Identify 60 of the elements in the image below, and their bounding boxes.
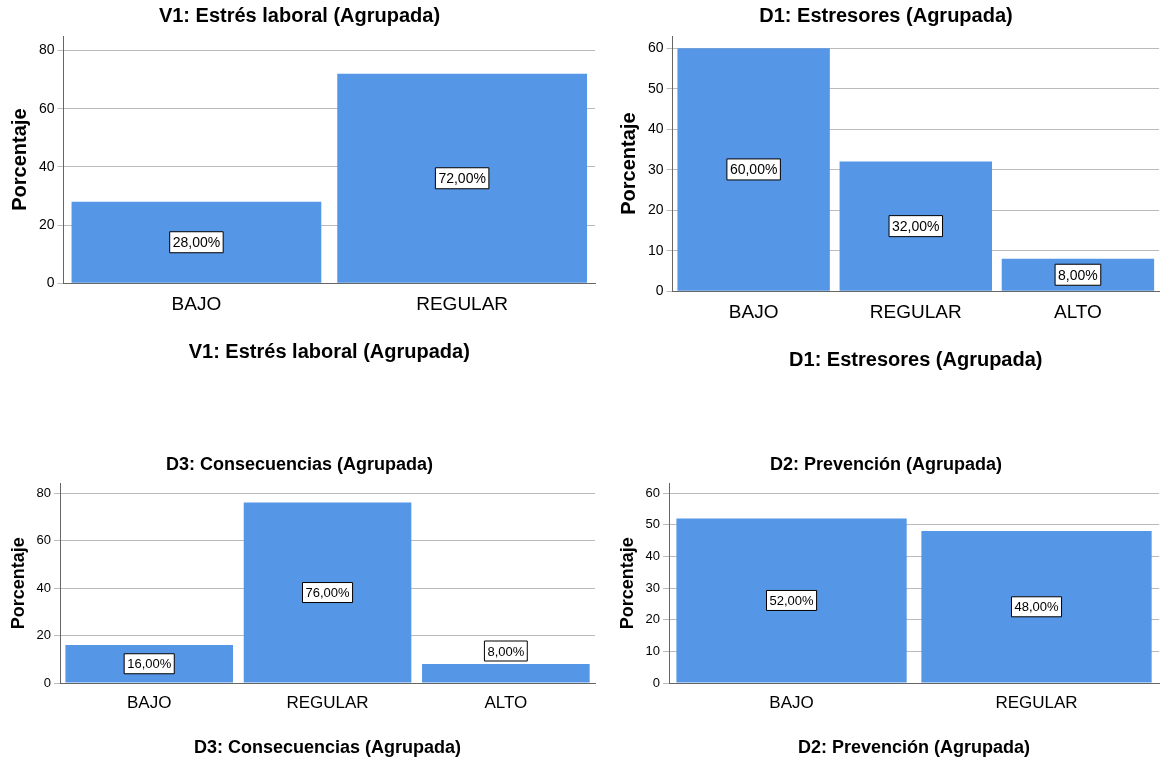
y-tick-label: 30 [647, 160, 664, 177]
x-axis-title: V1: Estrés laboral (Agrupada) [188, 339, 470, 362]
x-tick-label: BAJO [127, 692, 172, 712]
y-axis-title: Porcentaje [7, 537, 28, 630]
y-tick-label: 20 [36, 627, 52, 643]
y-tick-label: 10 [647, 241, 664, 258]
y-tick-label: 20 [645, 611, 661, 627]
data-label: 52,00% [769, 593, 815, 609]
x-tick-label: BAJO [769, 692, 814, 712]
data-label: 48,00% [1014, 599, 1059, 615]
bar [839, 161, 992, 291]
data-label: 76,00% [305, 585, 351, 601]
x-tick-label: ALTO [1053, 300, 1102, 322]
y-tick-label: 0 [46, 274, 55, 291]
y-tick-label: 20 [38, 215, 55, 232]
y-axis-title: Porcentaje [7, 108, 30, 211]
bar [677, 48, 830, 291]
data-label: 60,00% [729, 161, 778, 178]
x-tick-label: ALTO [484, 692, 528, 712]
data-label: 8,00% [487, 643, 525, 659]
y-tick-label: 50 [645, 516, 661, 532]
y-tick-label: 40 [36, 579, 52, 595]
y-axis-title: Porcentaje [616, 112, 639, 215]
y-tick-label: 60 [38, 99, 55, 116]
y-tick-label: 60 [647, 39, 664, 56]
y-tick-label: 60 [36, 532, 52, 548]
data-label: 8,00% [1058, 266, 1098, 283]
x-tick-label: REGULAR [416, 292, 509, 314]
y-tick-label: 80 [36, 484, 52, 500]
data-label: 16,00% [127, 656, 172, 672]
y-tick-label: 0 [43, 674, 52, 690]
data-label: 32,00% [892, 218, 940, 234]
bar [422, 664, 590, 683]
y-tick-label: 20 [647, 201, 664, 218]
y-tick-label: 30 [645, 579, 661, 595]
data-label: 72,00% [438, 170, 486, 187]
x-tick-label: REGULAR [995, 692, 1078, 712]
y-tick-label: 40 [647, 120, 664, 137]
y-tick-label: 60 [645, 484, 661, 500]
chart-title: D3: Consecuencias (Agrupada) [165, 453, 434, 474]
chart-title: D1: Estresores (Agrupada) [759, 3, 1013, 26]
x-axis-title: D1: Estresores (Agrupada) [789, 347, 1043, 370]
x-tick-label: REGULAR [869, 300, 962, 322]
y-axis-title: Porcentaje [616, 537, 637, 630]
y-tick-label: 50 [647, 79, 664, 96]
bar [243, 502, 412, 683]
y-tick-label: 10 [645, 642, 661, 658]
chart-title: V1: Estrés laboral (Agrupada) [158, 3, 441, 26]
chart-title: D2: Prevención (Agrupada) [769, 453, 1003, 474]
x-tick-label: REGULAR [286, 692, 369, 712]
x-tick-label: BAJO [728, 300, 779, 322]
x-axis-title: D3: Consecuencias (Agrupada) [194, 737, 462, 758]
data-label: 28,00% [172, 234, 221, 251]
x-tick-label: BAJO [171, 292, 222, 314]
y-tick-label: 40 [645, 547, 661, 563]
y-tick-label: 0 [655, 282, 664, 299]
y-tick-label: 0 [652, 674, 661, 690]
y-tick-label: 80 [38, 41, 55, 58]
y-tick-label: 40 [38, 157, 55, 174]
x-axis-title: D2: Prevención (Agrupada) [798, 737, 1031, 758]
